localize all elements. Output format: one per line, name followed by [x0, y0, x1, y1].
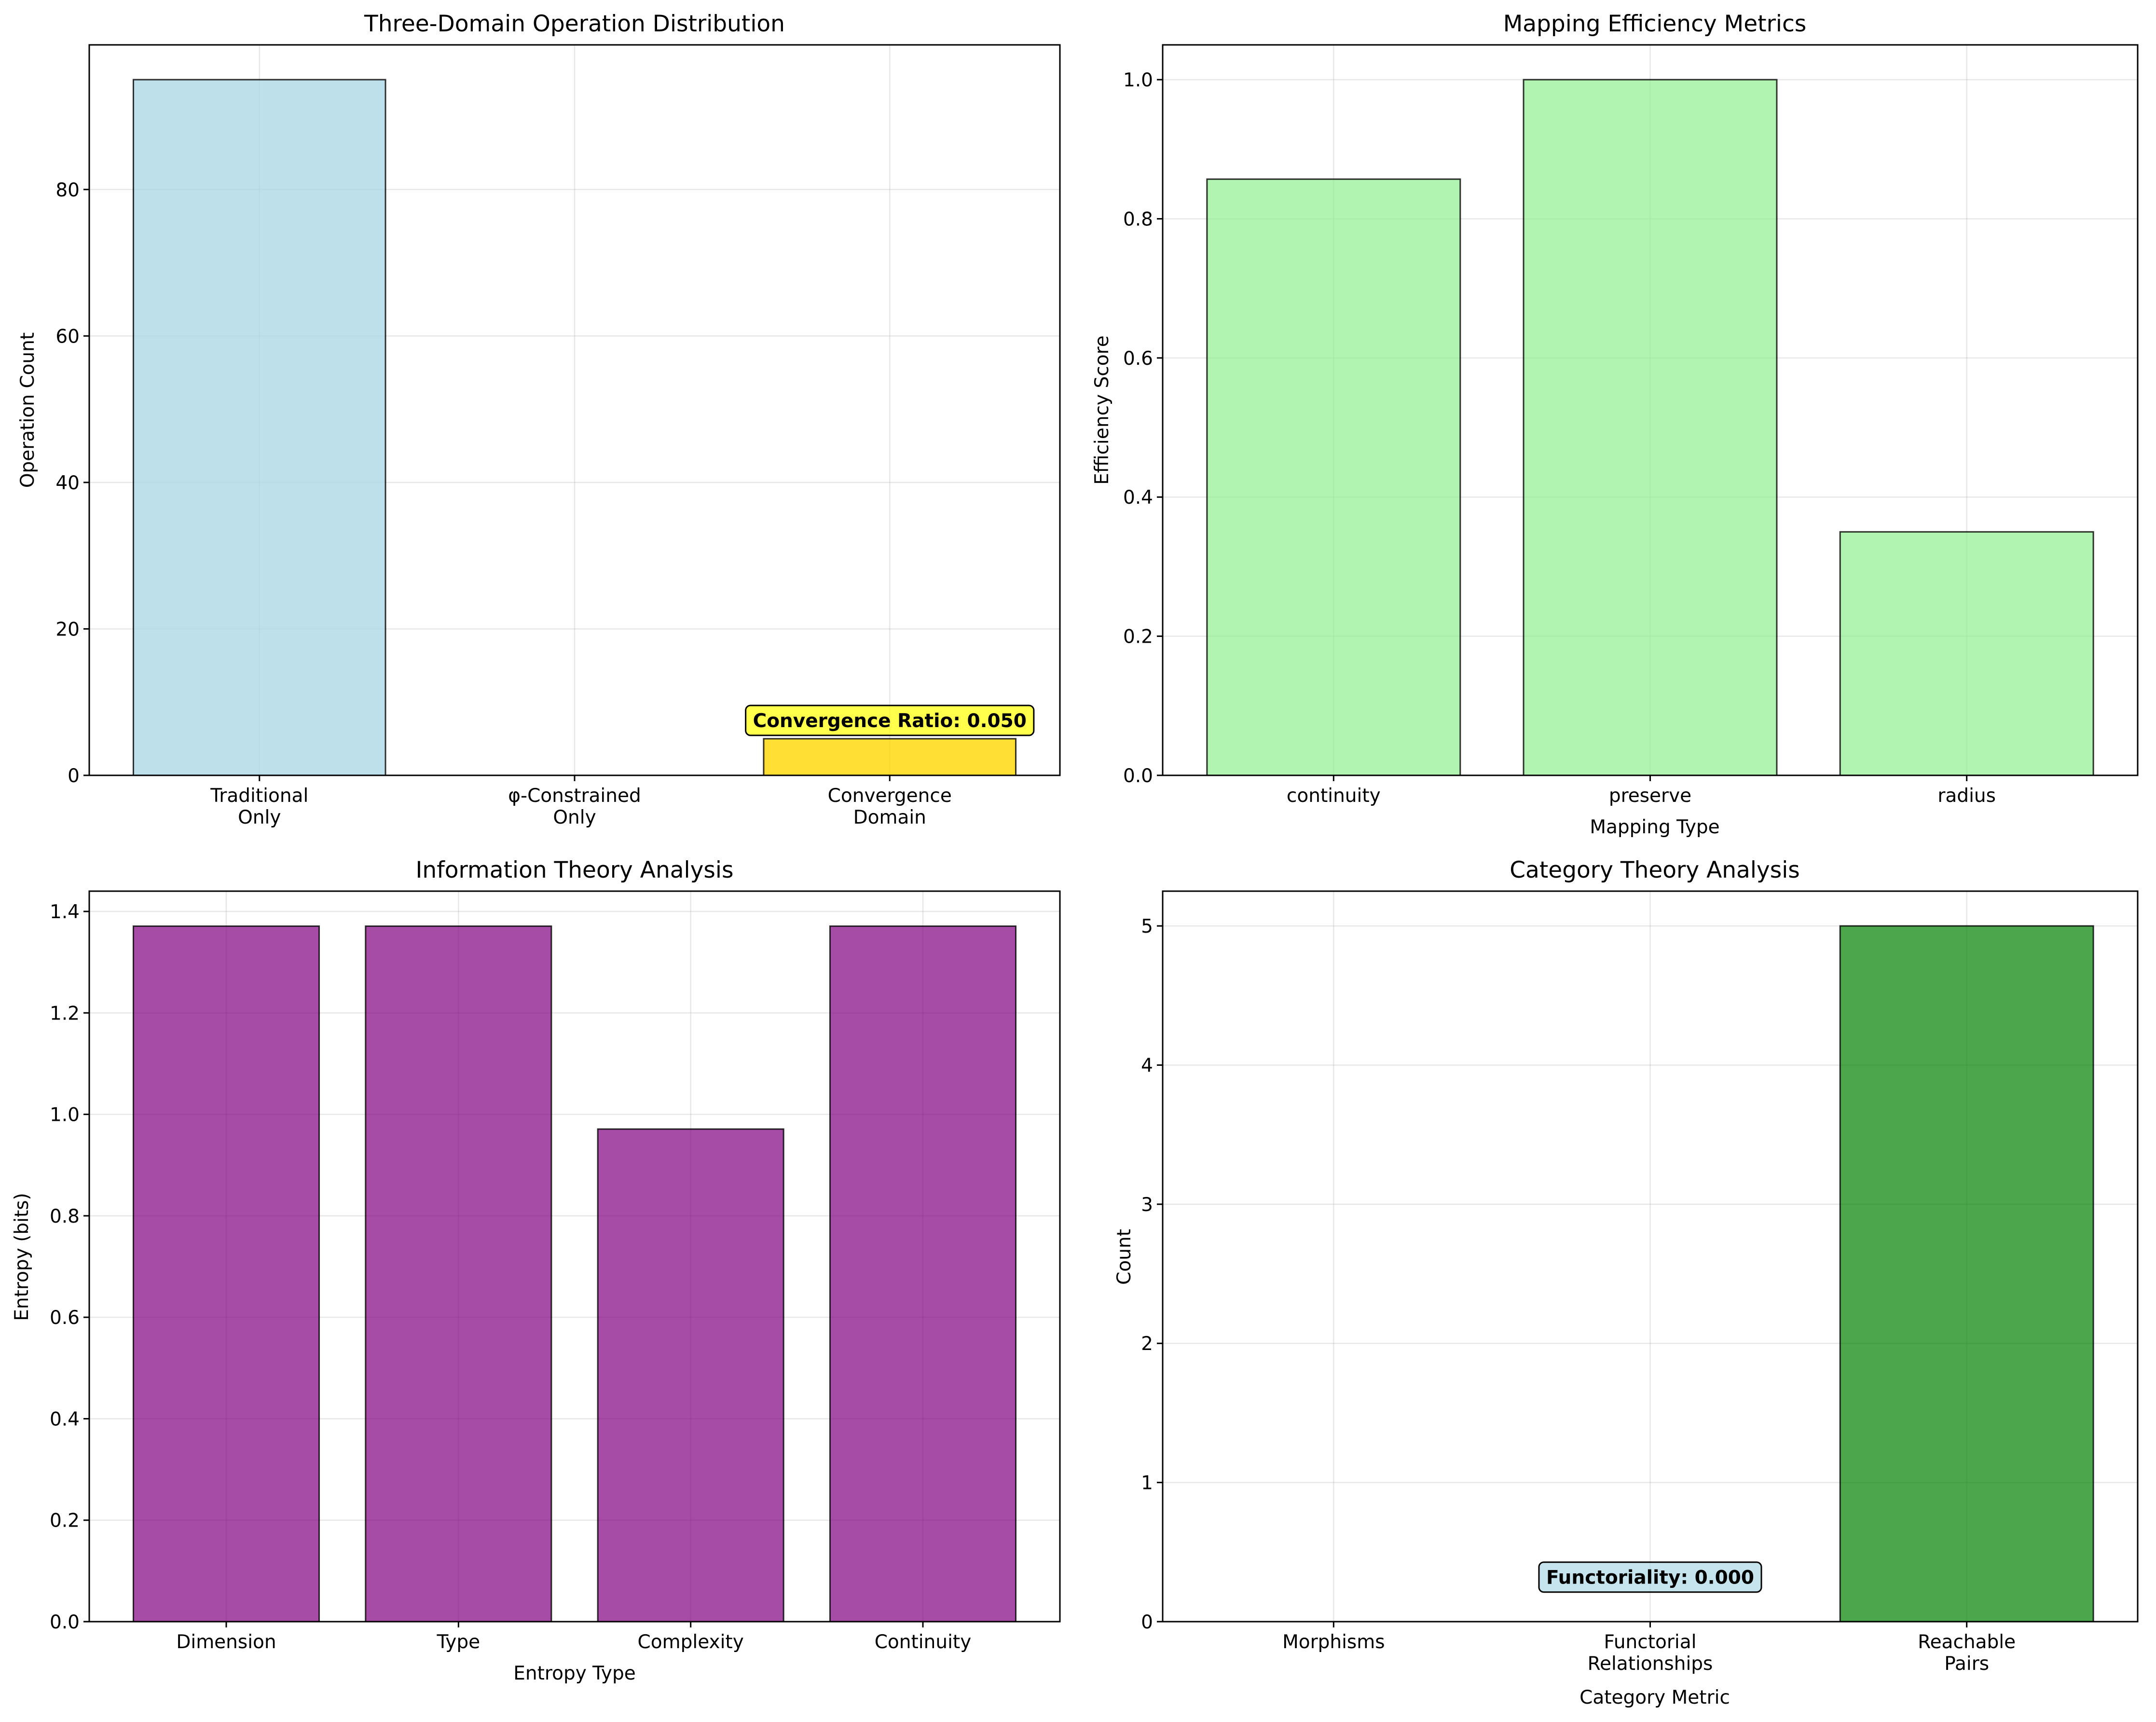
bar-traditional-only — [132, 79, 386, 776]
bars — [1206, 79, 2094, 776]
x-tick-label: Pairs — [1944, 1653, 1989, 1675]
bar-reachable-pairs — [1839, 925, 2094, 1623]
plot-frame — [1162, 44, 2139, 776]
y-tick-label: 20 — [55, 619, 80, 640]
y-tick-label: 0 — [1141, 1612, 1153, 1633]
axis-ticks: 0.0 0.2 0.4 0.6 0.8 1.0 1.2 1.4 Dimension Type Com… — [50, 901, 971, 1653]
y-tick-label: 0.0 — [50, 1612, 80, 1633]
x-tick-label: radius — [1937, 785, 1996, 807]
bars — [132, 925, 1017, 1623]
y-tick-label: 1 — [1141, 1473, 1153, 1494]
y-tick-label: 1.4 — [50, 901, 80, 923]
y-tick-label: 0.2 — [50, 1510, 80, 1532]
functoriality-annotation: Functoriality: 0.000 — [1538, 1561, 1762, 1593]
y-axis-label: Efficiency Score — [1091, 335, 1113, 485]
annotation-text: Functoriality: 0.000 — [1546, 1567, 1754, 1589]
bar-continuity — [1206, 178, 1461, 776]
x-tick-label: Continuity — [875, 1631, 972, 1653]
y-tick-label: 5 — [1141, 916, 1153, 937]
x-tick-label: continuity — [1287, 785, 1381, 807]
y-axis-label: Operation Count — [17, 332, 39, 488]
y-tick-label: 4 — [1141, 1055, 1153, 1076]
plot-frame — [88, 44, 1061, 776]
axis-ticks: 020406080TraditionalOnlyφ-ConstrainedOnl… — [55, 179, 951, 828]
bar-complexity — [597, 1128, 784, 1623]
x-tick-label: Traditional — [210, 785, 308, 807]
y-tick-label: 0.4 — [1123, 487, 1153, 509]
y-axis-label: Count — [1113, 1229, 1135, 1285]
annotation-text: Convergence Ratio: 0.050 — [753, 710, 1027, 732]
y-tick-label: 2 — [1141, 1333, 1153, 1355]
y-tick-label: 80 — [55, 179, 80, 201]
y-tick-label: 0.8 — [1123, 208, 1153, 230]
y-tick-label: 0.6 — [50, 1307, 80, 1329]
bar-convergence-domain — [763, 738, 1017, 776]
y-tick-label: 0.8 — [50, 1206, 80, 1227]
bar-radius — [1839, 531, 2094, 776]
y-tick-label: 0.4 — [50, 1408, 80, 1430]
x-tick-label: Only — [553, 807, 596, 828]
x-tick-label: Convergence — [828, 785, 952, 807]
x-axis-label: Mapping Type — [1590, 816, 1719, 838]
y-tick-label: 0.6 — [1123, 348, 1153, 370]
y-tick-label: 0.2 — [1123, 626, 1153, 648]
x-tick-label: Domain — [853, 807, 926, 828]
bar-continuity — [829, 925, 1017, 1623]
plot-frame — [1162, 890, 2139, 1623]
bar-dimension — [132, 925, 320, 1623]
x-axis-label: Category Metric — [1579, 1687, 1730, 1708]
annotation-box — [745, 704, 1035, 736]
y-tick-label: 3 — [1141, 1194, 1153, 1216]
chart-title: Three-Domain Operation Distribution — [364, 11, 785, 37]
bar-preserve — [1523, 79, 1778, 776]
chart-panel-operation-distribution: Three-Domain Operation Distribution Oper… — [17, 11, 1061, 828]
annotation-box — [1538, 1561, 1762, 1593]
x-tick-label: φ-Constrained — [508, 785, 641, 807]
chart-panel-information-theory: Information Theory Analysis Entropy (bit… — [11, 857, 1061, 1684]
bar-type — [365, 925, 552, 1623]
x-tick-label: Complexity — [638, 1631, 744, 1653]
y-tick-label: 0.0 — [1123, 765, 1153, 787]
x-tick-label: Only — [238, 807, 281, 828]
chart-title: Information Theory Analysis — [416, 857, 734, 883]
y-tick-label: 0 — [68, 765, 80, 787]
x-tick-label: Functorial — [1604, 1631, 1697, 1653]
y-tick-label: 60 — [55, 326, 80, 347]
x-tick-label: Dimension — [176, 1631, 276, 1653]
x-tick-label: preserve — [1609, 785, 1691, 807]
chart-title: Category Theory Analysis — [1510, 857, 1800, 883]
y-tick-label: 1.0 — [1123, 69, 1153, 91]
y-tick-label: 1.0 — [50, 1104, 80, 1126]
chart-panel-mapping-efficiency: Mapping Efficiency Metrics Efficiency Sc… — [1091, 11, 2139, 838]
x-tick-label: Morphisms — [1282, 1631, 1385, 1653]
chart-panel-category-theory: Category Theory Analysis Count Category … — [1113, 857, 2139, 1708]
x-tick-label: Reachable — [1918, 1631, 2016, 1653]
x-tick-label: Relationships — [1588, 1653, 1713, 1675]
bars — [1206, 925, 2094, 1623]
convergence-ratio-annotation: Convergence Ratio: 0.050 — [745, 704, 1035, 736]
y-tick-label: 40 — [55, 472, 80, 494]
chart-title: Mapping Efficiency Metrics — [1503, 11, 1807, 37]
y-axis-label: Entropy (bits) — [11, 1193, 33, 1321]
plot-frame — [88, 890, 1061, 1623]
x-axis-label: Entropy Type — [513, 1663, 636, 1684]
y-tick-label: 1.2 — [50, 1003, 80, 1024]
axis-ticks: 0.0 0.2 0.4 0.6 0.8 1.0 continuity preserve radi… — [1123, 69, 1996, 807]
x-tick-label: Type — [437, 1631, 481, 1653]
